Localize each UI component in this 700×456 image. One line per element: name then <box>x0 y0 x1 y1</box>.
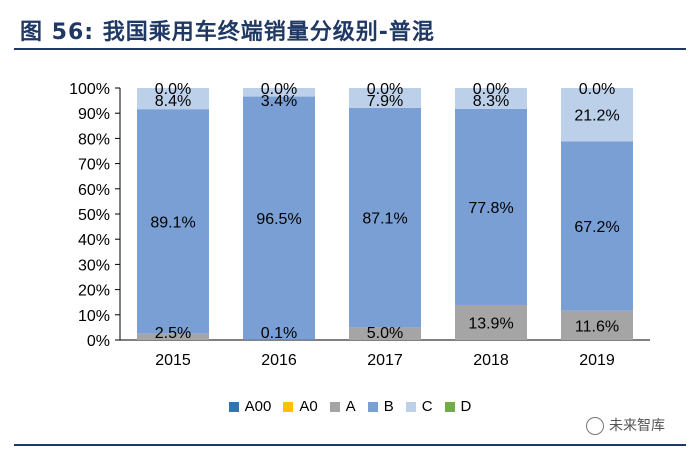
data-label-d: 0.0% <box>261 81 297 98</box>
x-tick-label: 2018 <box>473 352 509 369</box>
data-label-c: 8.3% <box>473 93 509 110</box>
data-label-d: 0.0% <box>473 81 509 98</box>
figure-title: 图 56: 我国乘用车终端销量分级别-普混 <box>20 20 435 45</box>
y-tick-label: 50% <box>78 207 110 224</box>
bar-segment-a-2017 <box>349 327 421 340</box>
legend-item-a00: A00 <box>228 398 272 415</box>
wechat-icon <box>586 417 604 435</box>
chart-legend: A00 A0 A B C D <box>0 398 700 415</box>
legend-swatch <box>329 402 340 413</box>
legend-item-a: A <box>329 398 356 415</box>
bar-segment-b-2017 <box>349 107 421 328</box>
data-label-a: 11.6% <box>575 318 619 335</box>
data-label-a: 5.0% <box>367 325 403 342</box>
legend-item-a0: A0 <box>283 398 318 415</box>
data-label-c: 7.9% <box>367 93 403 110</box>
data-label-a: 2.5% <box>155 325 191 342</box>
legend-swatch <box>367 402 378 413</box>
legend-label: D <box>460 398 472 415</box>
y-tick-label: 30% <box>78 257 110 274</box>
bar-segment-a-2015 <box>137 333 209 340</box>
x-tick-label: 2016 <box>261 352 297 369</box>
legend-item-d: D <box>444 398 472 415</box>
legend-label: B <box>383 398 394 415</box>
data-label-b: 96.5% <box>256 211 301 228</box>
bar-segment-c-2017 <box>349 88 421 108</box>
bar-segment-c-2016 <box>243 88 315 97</box>
watermark: 未来智库 <box>586 415 665 435</box>
y-tick-label: 100% <box>69 81 110 98</box>
data-label-c: 8.4% <box>155 93 191 110</box>
y-tick-label: 40% <box>78 232 110 249</box>
bar-segment-b-2019 <box>561 141 633 311</box>
x-tick-label: 2017 <box>367 352 403 369</box>
y-tick-label: 60% <box>78 182 110 199</box>
y-tick-label: 0% <box>87 333 110 350</box>
legend-label: C <box>421 398 433 415</box>
legend-label: A <box>345 398 356 415</box>
legend-swatch <box>444 402 455 413</box>
legend-item-b: B <box>367 398 394 415</box>
bottom-rule <box>14 444 686 446</box>
legend-swatch <box>283 402 294 413</box>
title-bar: 图 56: 我国乘用车终端销量分级别-普混 <box>14 8 686 50</box>
data-label-d: 0.0% <box>367 81 403 98</box>
bar-segment-a-2019 <box>561 310 633 340</box>
bar-segment-b-2018 <box>455 108 527 305</box>
data-label-a: 0.1% <box>261 325 297 342</box>
x-tick-label: 2019 <box>579 352 615 369</box>
bar-segment-c-2019 <box>561 88 633 142</box>
y-tick-label: 90% <box>78 106 110 123</box>
bar-segment-c-2015 <box>137 88 209 110</box>
data-label-b: 87.1% <box>362 211 407 228</box>
y-tick-label: 10% <box>78 308 110 325</box>
watermark-text: 未来智库 <box>609 418 665 434</box>
data-label-b: 89.1% <box>150 214 195 231</box>
bar-segment-a-2018 <box>455 304 527 340</box>
legend-label: A00 <box>244 398 272 415</box>
data-label-b: 67.2% <box>574 219 619 236</box>
legend-swatch <box>405 402 416 413</box>
data-label-a: 13.9% <box>468 315 513 332</box>
data-label-d: 0.0% <box>155 81 191 98</box>
legend-swatch <box>228 402 239 413</box>
data-label-d: 0.0% <box>579 81 615 98</box>
data-label-c: 21.2% <box>574 108 619 125</box>
bar-segment-b-2015 <box>137 109 209 334</box>
y-tick-label: 20% <box>78 283 110 300</box>
data-label-c: 3.4% <box>261 93 297 110</box>
legend-label: A0 <box>299 398 318 415</box>
x-tick-label: 2015 <box>155 352 191 369</box>
legend-item-c: C <box>405 398 433 415</box>
y-tick-label: 80% <box>78 131 110 148</box>
data-label-b: 77.8% <box>468 200 513 217</box>
bar-segment-b-2016 <box>243 96 315 340</box>
y-tick-label: 70% <box>78 157 110 174</box>
bar-segment-c-2018 <box>455 88 527 109</box>
